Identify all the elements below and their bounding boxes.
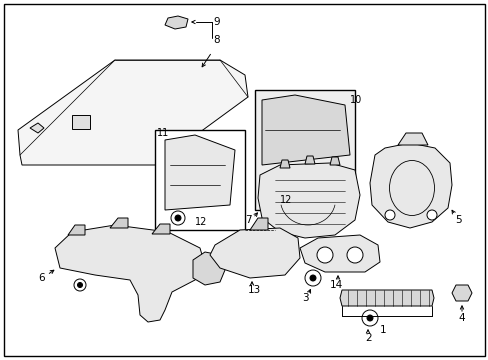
Circle shape [77, 283, 82, 288]
Polygon shape [305, 156, 314, 164]
Polygon shape [55, 225, 204, 322]
Text: 8: 8 [213, 35, 219, 45]
Circle shape [305, 270, 320, 286]
Bar [254, 90, 354, 210]
Text: 9: 9 [213, 17, 219, 27]
Polygon shape [258, 163, 359, 238]
Polygon shape [110, 218, 128, 228]
Text: 1: 1 [379, 325, 386, 335]
Circle shape [361, 310, 377, 326]
Circle shape [171, 211, 184, 225]
Text: 12: 12 [195, 217, 207, 227]
Polygon shape [30, 123, 44, 133]
Polygon shape [280, 160, 289, 168]
Text: 4: 4 [458, 313, 465, 323]
Text: 6: 6 [38, 273, 44, 283]
Polygon shape [18, 60, 247, 165]
Polygon shape [152, 224, 170, 234]
Circle shape [263, 188, 276, 202]
Polygon shape [339, 290, 433, 306]
Polygon shape [329, 157, 339, 165]
Polygon shape [397, 133, 427, 145]
Circle shape [346, 247, 362, 263]
Polygon shape [451, 285, 471, 301]
Text: 12: 12 [280, 195, 292, 205]
Circle shape [175, 215, 181, 221]
Circle shape [316, 247, 332, 263]
Polygon shape [369, 143, 451, 228]
Circle shape [266, 192, 272, 198]
Circle shape [366, 315, 372, 321]
Text: 14: 14 [329, 280, 343, 290]
Polygon shape [209, 228, 299, 278]
Text: 3: 3 [302, 293, 308, 303]
Text: 13: 13 [247, 285, 261, 295]
Text: 7: 7 [244, 215, 251, 225]
Circle shape [74, 279, 86, 291]
Circle shape [426, 210, 436, 220]
Polygon shape [164, 135, 235, 210]
Text: 11: 11 [157, 128, 169, 138]
Polygon shape [164, 16, 187, 29]
Text: 10: 10 [349, 95, 362, 105]
Circle shape [309, 275, 315, 281]
Polygon shape [262, 95, 349, 165]
Circle shape [384, 210, 394, 220]
Text: 2: 2 [364, 333, 371, 343]
Bar [72, 115, 90, 129]
Text: 5: 5 [454, 215, 461, 225]
Polygon shape [249, 218, 267, 230]
Polygon shape [299, 235, 379, 272]
Bar [155, 130, 244, 230]
Polygon shape [193, 252, 224, 285]
Polygon shape [68, 225, 85, 235]
